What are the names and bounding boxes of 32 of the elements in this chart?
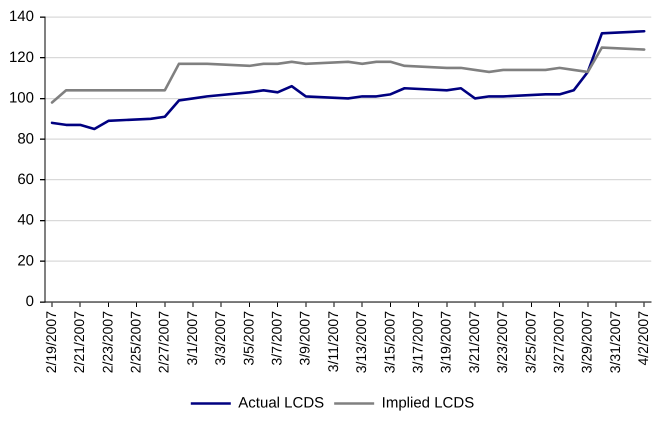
y-tick-label: 60 (17, 171, 34, 188)
y-tick-label: 40 (17, 212, 34, 229)
x-tick-label: 3/11/2007 (324, 310, 341, 372)
legend-label: Implied LCDS (382, 394, 474, 412)
x-tick-label: 3/13/2007 (353, 310, 370, 374)
x-tick-label: 3/7/2007 (268, 310, 284, 366)
legend-label: Actual LCDS (238, 394, 324, 412)
x-tick-label: 2/19/2007 (42, 310, 59, 374)
x-tick-label: 4/2/2007 (635, 310, 652, 366)
x-tick-label: 3/15/2007 (381, 310, 398, 374)
x-tick-label: 3/23/2007 (494, 310, 510, 374)
x-tick-label: 3/29/2007 (578, 310, 595, 374)
x-tick-label: 3/19/2007 (438, 310, 454, 374)
x-tick-label: 3/5/2007 (240, 310, 256, 366)
x-tick-label: 3/3/2007 (212, 310, 228, 366)
x-tick-label: 2/27/2007 (156, 310, 172, 374)
y-tick-label: 120 (8, 48, 34, 66)
x-tick-label: 2/21/2007 (71, 310, 88, 374)
x-tick-label: 3/9/2007 (296, 310, 313, 366)
x-tick-label: 3/17/2007 (409, 310, 426, 374)
x-tick-label: 2/25/2007 (128, 310, 144, 374)
y-tick-label: 0 (26, 293, 34, 310)
x-tick-label: 3/21/2007 (466, 310, 482, 374)
y-tick-label: 20 (17, 252, 34, 270)
y-tick-label: 140 (8, 8, 34, 26)
y-tick-label: 80 (17, 130, 34, 148)
y-tick-label: 100 (8, 90, 34, 107)
x-tick-label: 3/25/2007 (522, 310, 538, 374)
x-tick-label: 3/31/2007 (606, 310, 623, 374)
x-tick-label: 3/1/2007 (184, 310, 200, 366)
x-tick-label: 3/27/2007 (550, 310, 566, 374)
x-tick-label: 2/23/2007 (99, 310, 116, 374)
